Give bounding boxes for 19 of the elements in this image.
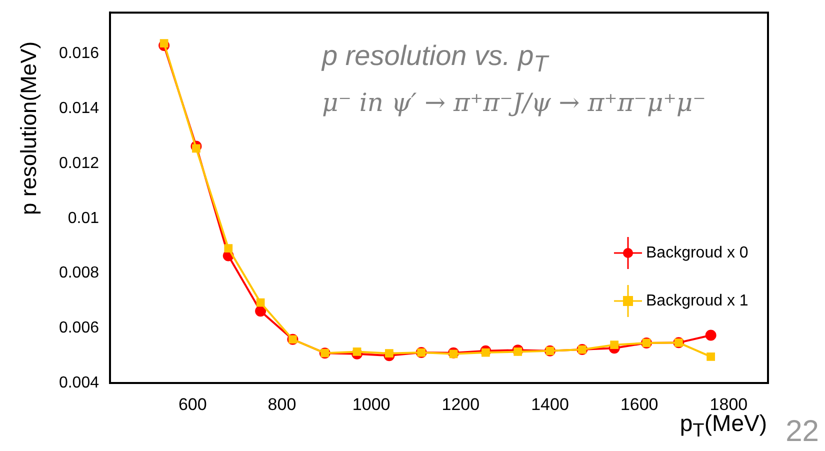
y-tick-label: 0.01 [68, 210, 100, 227]
x-tick-label: 1000 [352, 394, 390, 414]
text: μ⁻ in ψ′ → π⁺π⁻J/ψ → π⁺π⁻μ⁺μ⁻ [322, 88, 706, 117]
y-tick-label: 0.004 [58, 374, 100, 392]
x-tick-label: 1400 [531, 394, 569, 414]
x-tick-label: 1600 [620, 394, 658, 414]
y-tick-label: 0.008 [58, 264, 100, 282]
text: 22 [786, 415, 819, 449]
y-tick-label: 0.014 [58, 100, 100, 118]
x-tick-label: 600 [178, 394, 207, 414]
legend-label: Backgroud x 1 [646, 292, 748, 310]
y-tick-label: 0.006 [58, 320, 100, 337]
legend-label: Backgroud x 0 [646, 244, 748, 262]
y-tick-label: 0.016 [58, 45, 100, 62]
y-axis-title: p resolution(MeV) [16, 41, 42, 215]
x-tick-label: 800 [268, 394, 296, 414]
x-tick-label: 1200 [442, 394, 480, 414]
text: p resolution vs. p$_{T}$ [322, 40, 548, 78]
y-tick-label: 0.012 [58, 154, 100, 172]
